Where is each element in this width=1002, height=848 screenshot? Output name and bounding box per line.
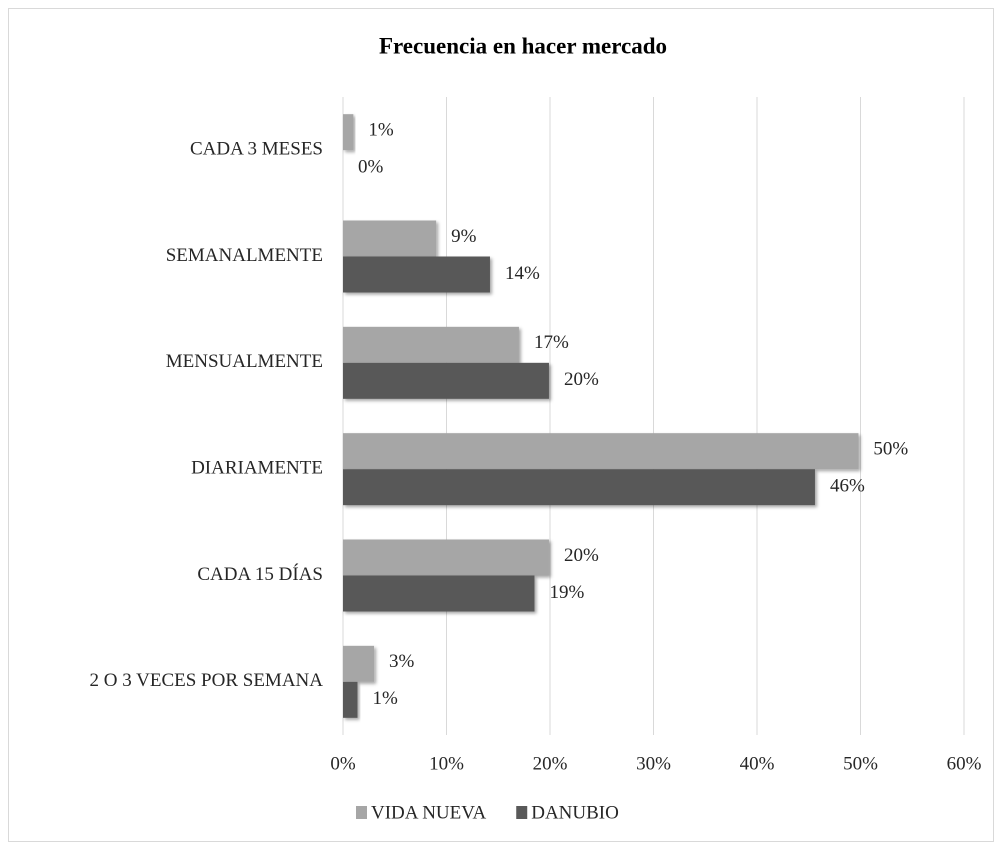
value-label: 17% <box>534 332 569 353</box>
value-label: 1% <box>368 120 394 141</box>
bar <box>343 539 549 576</box>
bar <box>343 362 549 399</box>
value-label: 3% <box>389 651 415 672</box>
y-tick-label: MENSUALMENTE <box>166 351 323 372</box>
y-tick-label: DIARIAMENTE <box>191 458 323 479</box>
y-tick-label: CADA 3 MESES <box>190 139 323 160</box>
legend-swatch <box>356 806 367 819</box>
chart-title: Frecuencia en hacer mercado <box>379 33 667 58</box>
value-label: 50% <box>873 439 908 460</box>
value-label: 19% <box>549 582 584 603</box>
x-tick-label: 10% <box>429 753 464 774</box>
value-label: 1% <box>372 688 398 709</box>
chart-border <box>8 8 994 842</box>
bar <box>343 575 535 612</box>
bar <box>343 114 354 151</box>
value-label: 14% <box>505 263 540 284</box>
bar <box>343 681 358 718</box>
bar <box>343 433 859 470</box>
y-tick-label: 2 O 3 VECES POR SEMANA <box>90 670 324 691</box>
legend-swatch <box>516 806 528 819</box>
value-label: 0% <box>358 157 384 178</box>
bar <box>343 256 490 293</box>
value-label: 9% <box>451 226 477 247</box>
legend-label: VIDA NUEVA <box>371 802 487 823</box>
value-label: 20% <box>564 369 599 390</box>
bar <box>343 326 519 363</box>
value-label: 46% <box>830 476 865 497</box>
legend-label: DANUBIO <box>531 802 619 823</box>
x-tick-label: 0% <box>330 753 356 774</box>
bar <box>343 469 815 506</box>
x-tick-label: 50% <box>843 753 878 774</box>
value-label: 20% <box>564 545 599 566</box>
x-tick-label: 60% <box>947 753 982 774</box>
y-tick-label: SEMANALMENTE <box>166 245 323 266</box>
bar <box>343 645 375 682</box>
x-tick-label: 20% <box>533 753 568 774</box>
x-tick-label: 40% <box>740 753 775 774</box>
bar <box>343 220 437 257</box>
y-tick-label: CADA 15 DÍAS <box>197 563 323 585</box>
x-tick-label: 30% <box>636 753 671 774</box>
